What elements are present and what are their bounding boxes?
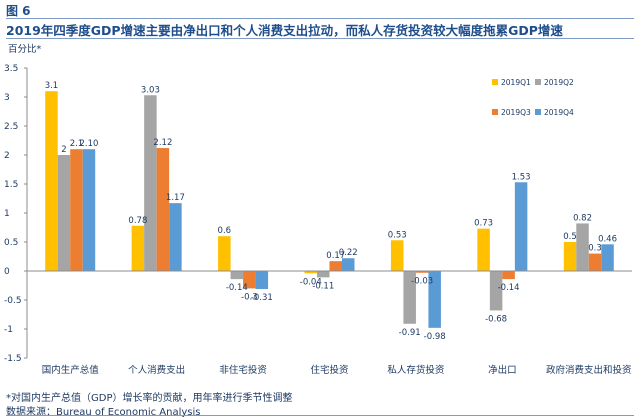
x-category-label: 政府消费支出和投资: [546, 364, 632, 376]
x-category-label: 非住宅投资: [219, 364, 267, 376]
figure-label: 图 6: [6, 4, 31, 18]
y-tick-label: 1: [4, 209, 10, 219]
bar-value-label: -0.98: [424, 332, 446, 342]
bar-value-label: 3.03: [141, 85, 160, 95]
bar-labels: 3.1 0.78 0.6 -0.04 0.53 0.73 0.5 2 3.03 -0.14 -0.1…: [45, 81, 617, 342]
bar-value-label: 0.82: [573, 213, 592, 223]
title-rule: [6, 38, 634, 39]
bar: [415, 271, 429, 273]
bar: [255, 271, 269, 289]
bar-value-label: 0.53: [388, 230, 407, 240]
bar: [45, 91, 58, 271]
y-tick-label: 0.5: [4, 238, 18, 248]
top-rule: [6, 18, 634, 19]
bar-value-label: 2.12: [153, 138, 172, 148]
bar: [317, 271, 330, 278]
bar: [144, 95, 157, 271]
bar-value-label: 0.3: [588, 244, 602, 254]
bar: [218, 236, 231, 271]
legend-swatch: [535, 79, 541, 85]
legend: 2019Q1 2019Q2 2019Q3 2019Q4: [492, 78, 574, 117]
x-category-label: 私人存货投资: [387, 364, 445, 376]
bar-value-label: 0.17: [326, 251, 345, 261]
bar: [342, 258, 355, 271]
source-note: 数据来源：Bureau of Economic Analysis: [6, 407, 201, 418]
figure-title: 2019年四季度GDP增速主要由净出口和个人消费支出拉动，而私人存货投资较大幅度…: [6, 23, 563, 38]
bar-value-label: -0.04: [300, 277, 322, 287]
bar: [514, 182, 528, 271]
bar: [70, 149, 83, 271]
bar-value-label: 3.1: [45, 81, 59, 91]
y-tick-label: 2.5: [4, 122, 18, 132]
y-tick-label: 1.5: [4, 180, 18, 190]
bottom-rule: [6, 415, 634, 416]
legend-swatch: [492, 109, 498, 115]
bar-value-label: 0.5: [563, 232, 577, 242]
bar-value-label: -0.3: [241, 292, 258, 302]
legend-label: 2019Q2: [544, 78, 574, 87]
bar-value-label: 2.1: [70, 139, 84, 149]
y-tick-label: 3: [4, 93, 10, 103]
bar: [57, 155, 71, 271]
bar-value-label: 0.22: [339, 248, 358, 258]
bar-value-label: 0.73: [474, 219, 493, 229]
x-category-label: 国内生产总值: [42, 364, 100, 376]
bar-value-label: 1.17: [166, 193, 185, 203]
bar: [390, 240, 404, 271]
y-unit-label: 百分比*: [8, 43, 42, 55]
bar-value-label: 2: [61, 145, 66, 155]
y-tick-label: 0: [4, 267, 10, 277]
bar: [156, 148, 170, 271]
bar-value-label: -0.31: [251, 293, 273, 303]
bar-value-label: 0.46: [598, 234, 617, 244]
bar: [304, 271, 317, 274]
bar: [576, 223, 589, 271]
bar-chart: 百分比* -1.5 -1 -0.5 0 0.5 1 1.5 2 2.5 3 3.5 3.1 0.78 0…: [4, 43, 632, 376]
legend-label: 2019Q1: [501, 78, 531, 87]
bar: [403, 271, 416, 324]
bar-value-label: -0.03: [411, 277, 433, 287]
bar: [477, 228, 490, 271]
legend-swatch: [535, 109, 541, 115]
bar-value-label: 0.6: [218, 226, 232, 236]
bar: [82, 149, 96, 271]
footnote: *对国内生产总值（GDP）增长率的贡献，用年率进行季节性调整: [6, 393, 293, 404]
x-category-label: 住宅投资: [310, 364, 349, 376]
x-category-label: 净出口: [488, 364, 517, 376]
bars: [45, 91, 614, 328]
bar: [169, 203, 182, 271]
bar: [588, 253, 602, 271]
bar-value-label: -0.14: [226, 283, 248, 293]
bar-value-label: -0.68: [485, 314, 507, 324]
legend-label: 2019Q4: [544, 108, 574, 117]
bar: [329, 261, 342, 271]
bar-value-label: 2.10: [79, 139, 98, 149]
bar: [563, 242, 577, 271]
y-tick-label: -1: [4, 325, 13, 335]
bar-value-label: 1.53: [512, 172, 531, 182]
bar: [601, 244, 614, 271]
bar-value-label: -0.14: [498, 283, 520, 293]
bar-value-label: 0.78: [128, 216, 147, 226]
legend-label: 2019Q3: [501, 108, 531, 117]
bar: [489, 271, 503, 311]
bar-value-label: -0.11: [312, 281, 334, 291]
y-tick-label: -1.5: [4, 354, 22, 364]
x-axis: 国内生产总值 个人消费支出 非住宅投资 住宅投资 私人存货投资 净出口 政府消费支出和投资: [27, 270, 632, 376]
bar-value-label: -0.91: [399, 328, 421, 338]
bar: [243, 271, 256, 289]
y-tick-label: 2: [4, 151, 10, 161]
legend-swatch: [492, 79, 498, 85]
bar: [230, 271, 244, 280]
x-category-label: 个人消费支出: [128, 364, 185, 376]
y-tick-label: -0.5: [4, 296, 22, 306]
bar: [131, 225, 145, 271]
bar: [428, 271, 441, 328]
y-tick-label: 3.5: [4, 64, 18, 74]
y-axis: -1.5 -1 -0.5 0 0.5 1 1.5 2 2.5 3 3.5: [4, 64, 28, 364]
bar: [502, 271, 515, 280]
